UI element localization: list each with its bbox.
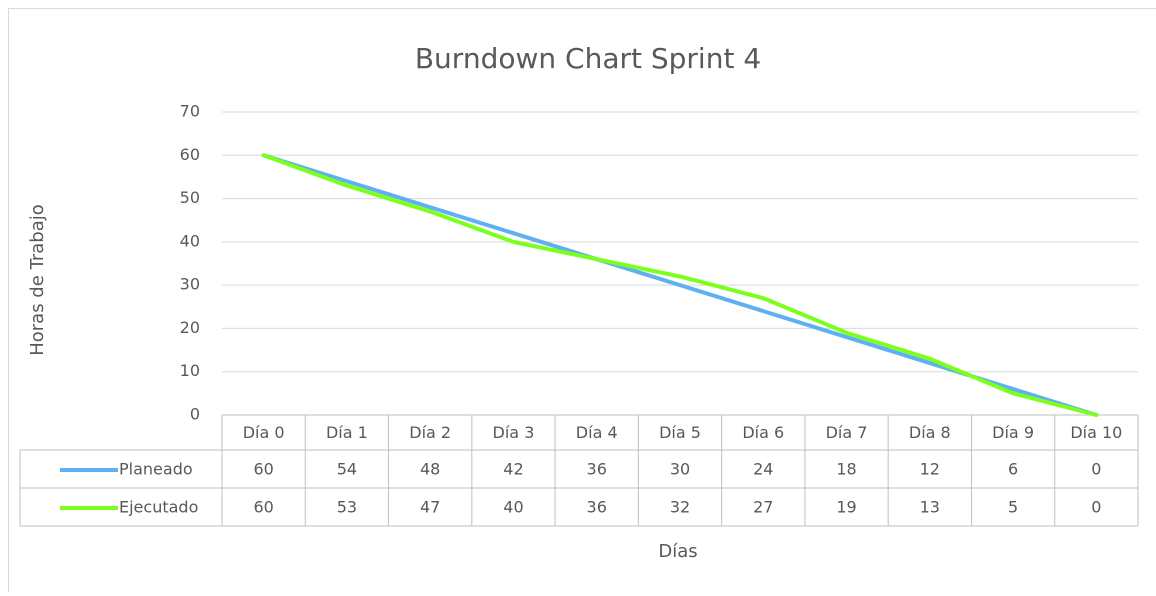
table-cell: 0	[1091, 498, 1101, 517]
x-tick-label: Día 4	[576, 423, 618, 442]
x-tick-label: Día 0	[243, 423, 285, 442]
table-cell: 12	[920, 460, 940, 479]
y-tick-label: 10	[180, 361, 200, 380]
y-axis-title: Horas de Trabajo	[27, 204, 48, 356]
x-tick-label: Día 3	[493, 423, 535, 442]
table-cell: 36	[587, 460, 607, 479]
table-cell: 32	[670, 498, 690, 517]
table-cell: 47	[420, 498, 440, 517]
table-cell: 36	[587, 498, 607, 517]
table-cell: 0	[1091, 460, 1101, 479]
x-axis-title: Días	[658, 541, 697, 562]
y-tick-label: 30	[180, 275, 200, 294]
y-tick-label: 70	[180, 102, 200, 121]
x-tick-label: Día 2	[409, 423, 451, 442]
table-cell: 5	[1008, 498, 1018, 517]
legend-label: Ejecutado	[119, 498, 198, 517]
y-tick-label: 60	[180, 145, 200, 164]
table-cell: 13	[920, 498, 940, 517]
legend-label: Planeado	[119, 460, 193, 479]
table-cell: 27	[753, 498, 773, 517]
x-tick-label: Día 1	[326, 423, 368, 442]
table-cell: 19	[836, 498, 856, 517]
x-tick-label: Día 6	[742, 423, 784, 442]
table-cell: 6	[1008, 460, 1018, 479]
x-tick-label: Día 10	[1070, 423, 1122, 442]
y-tick-label: 40	[180, 231, 200, 250]
table-cell: 40	[503, 498, 523, 517]
table-cell: 24	[753, 460, 773, 479]
table-cell: 54	[337, 460, 357, 479]
y-tick-label: 50	[180, 188, 200, 207]
table-cell: 18	[836, 460, 856, 479]
table-cell: 53	[337, 498, 357, 517]
x-tick-label: Día 7	[826, 423, 868, 442]
table-cell: 42	[503, 460, 523, 479]
table-cell: 60	[253, 498, 273, 517]
x-tick-label: Día 8	[909, 423, 951, 442]
x-tick-label: Día 9	[992, 423, 1034, 442]
y-tick-label: 0	[190, 405, 200, 424]
y-tick-label: 20	[180, 318, 200, 337]
chart-title: Burndown Chart Sprint 4	[415, 42, 761, 75]
table-cell: 30	[670, 460, 690, 479]
table-cell: 60	[253, 460, 273, 479]
table-cell: 48	[420, 460, 440, 479]
x-tick-label: Día 5	[659, 423, 701, 442]
